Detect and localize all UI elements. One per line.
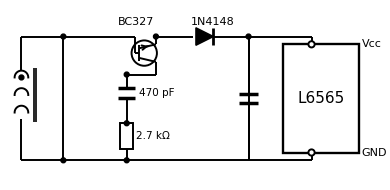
Circle shape	[124, 121, 129, 126]
Text: GND: GND	[362, 147, 387, 158]
Circle shape	[154, 34, 158, 39]
Circle shape	[124, 158, 129, 163]
Text: BC327: BC327	[118, 17, 155, 27]
Text: 1N4148: 1N4148	[191, 17, 234, 27]
Text: 470 pF: 470 pF	[139, 88, 175, 98]
Circle shape	[19, 75, 24, 80]
Text: 2.7 kΩ: 2.7 kΩ	[136, 131, 170, 141]
Polygon shape	[196, 28, 213, 45]
Text: Vcc: Vcc	[362, 39, 381, 49]
Text: L6565: L6565	[297, 91, 344, 106]
Circle shape	[308, 149, 315, 156]
Circle shape	[61, 34, 66, 39]
Bar	[283, 44, 359, 153]
Bar	[121, 123, 133, 149]
Circle shape	[246, 34, 251, 39]
Circle shape	[61, 158, 66, 163]
Circle shape	[308, 41, 315, 48]
Circle shape	[124, 72, 129, 77]
